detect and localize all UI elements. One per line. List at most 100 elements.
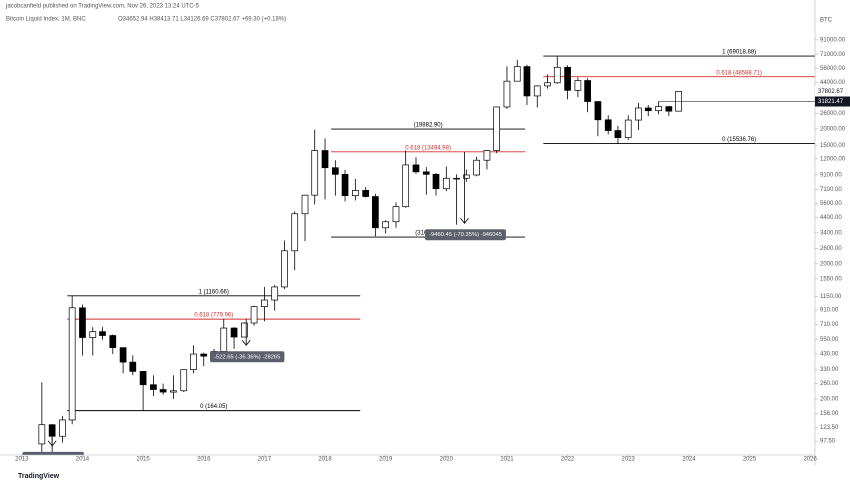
y-tick-label: 12000.00 [820, 156, 846, 162]
x-tick-label: 2017 [258, 457, 272, 463]
price-tag-label: 31821.47 [818, 99, 844, 105]
candle-body [533, 85, 541, 97]
x-tick-label: 2015 [136, 457, 150, 463]
candle-body [614, 130, 622, 138]
candle-body [321, 150, 329, 169]
candle-body [665, 106, 673, 112]
candle-body [513, 66, 521, 82]
candle-body [190, 353, 197, 370]
candle-body [311, 150, 319, 196]
y-tick-label: 123.50 [820, 425, 839, 431]
x-tick-label: 2022 [561, 457, 575, 463]
fib-label: 1 (69018.88) [722, 50, 756, 56]
y-tick-label: 260.00 [820, 381, 839, 387]
measure-arrow [47, 440, 57, 447]
candle-body [301, 194, 309, 215]
candle-body [382, 221, 390, 229]
y-tick-label: 430.00 [820, 352, 839, 358]
candle-body [574, 80, 582, 91]
brand: TradingView [18, 473, 60, 480]
candle-body [473, 159, 480, 176]
fib-label: 0.618 (779.96) [194, 313, 233, 319]
candle-body [523, 66, 531, 97]
candle-body [544, 82, 551, 87]
price-tag [815, 86, 850, 97]
candle-body [624, 119, 632, 138]
fib-label: 0.618 (13494.98) [405, 145, 451, 151]
measure-box [22, 451, 84, 455]
publisher: jacobcanfield published on TradingView.c… [5, 4, 200, 10]
measure-tag: -522.65 (-36.36%) -28265 [210, 351, 285, 363]
fib-label: 1 (1160.66) [199, 289, 229, 295]
candle-body [351, 190, 359, 196]
ohlc: O34652.94 H38413.71 L34126.69 C37802.67 … [118, 17, 286, 23]
x-tick-label: 2016 [197, 457, 211, 463]
x-tick-label: 2018 [318, 457, 332, 463]
y-tick-label: 1550.00 [820, 276, 842, 282]
candle-body [150, 384, 157, 390]
candle-body [493, 106, 500, 151]
x-tick-label: 2026 [803, 457, 817, 463]
candle-body [180, 369, 188, 392]
plot-area: 1 (69018.88) 0.618 (48588.71) 0 (15536.76)… [22, 50, 815, 455]
candle-body [89, 331, 97, 338]
candle-body [462, 174, 470, 179]
y-tick-label: 9100.00 [820, 173, 842, 179]
candle-body [38, 424, 46, 445]
candle-body [412, 164, 420, 173]
y-tick-label: 2000.00 [820, 261, 842, 267]
y-tick-label: 156.00 [820, 411, 839, 417]
candle-body [261, 299, 268, 307]
candle-body [483, 150, 491, 161]
measure-arrow [460, 217, 469, 224]
fib-label: (19882.90) [414, 123, 443, 129]
y-tick-label: 44000.00 [820, 80, 846, 86]
y-tick-label: 2600.00 [820, 246, 842, 252]
candle-body [139, 371, 147, 386]
measure-arrow [241, 339, 251, 346]
y-tick-label: 15000.00 [820, 143, 846, 149]
y-tick-label: 91000.00 [820, 37, 846, 43]
measure-box [210, 351, 285, 363]
candle-body [594, 101, 602, 121]
candle-body [170, 390, 177, 393]
y-tick-label: 910.00 [820, 308, 839, 314]
x-tick-label: 2025 [743, 457, 757, 463]
measure-label: -522.65 (-36.36%) -28265 [214, 354, 280, 360]
candle-body [79, 307, 86, 338]
candle-body [402, 164, 410, 208]
candle-body [584, 80, 591, 102]
symbol: Bitcoin Liquid Index, 1M, BNC [6, 17, 86, 23]
candle-body [644, 107, 652, 112]
y-tick-label: 550.00 [820, 337, 839, 343]
candle-body [564, 66, 571, 91]
y-tick-label: 71000.00 [820, 52, 846, 58]
candle-body [119, 347, 127, 363]
y-tick-label: 56000.00 [820, 66, 846, 72]
candle-body [281, 250, 288, 288]
x-tick-label: 2023 [622, 457, 636, 463]
y-tick-label: 3400.00 [820, 230, 842, 236]
candle-body [109, 335, 117, 348]
x-tick-label: 2024 [682, 457, 696, 463]
candle-body [553, 66, 561, 84]
candle-body [453, 177, 460, 180]
candle-body [635, 107, 642, 121]
x-tick-label: 2021 [500, 457, 514, 463]
candle-body [372, 196, 379, 229]
currency: BTC [820, 18, 833, 24]
candle-body [59, 419, 66, 437]
candle-body [129, 361, 137, 372]
candle-body [271, 286, 279, 301]
fib-label: 0 (15536.76) [722, 137, 756, 143]
x-tick-label: 2020 [440, 457, 454, 463]
y-tick-label: 200.00 [820, 397, 839, 403]
measure-box [425, 229, 506, 241]
measure-tag: -9460.45 (-70.35%) -946045 [425, 229, 506, 241]
candle-body [159, 389, 167, 393]
measure-label: -9460.45 (-70.35%) -946045 [429, 232, 502, 238]
candle-body [331, 167, 339, 175]
candle-body [422, 171, 430, 175]
x-tick-label: 2019 [379, 457, 393, 463]
